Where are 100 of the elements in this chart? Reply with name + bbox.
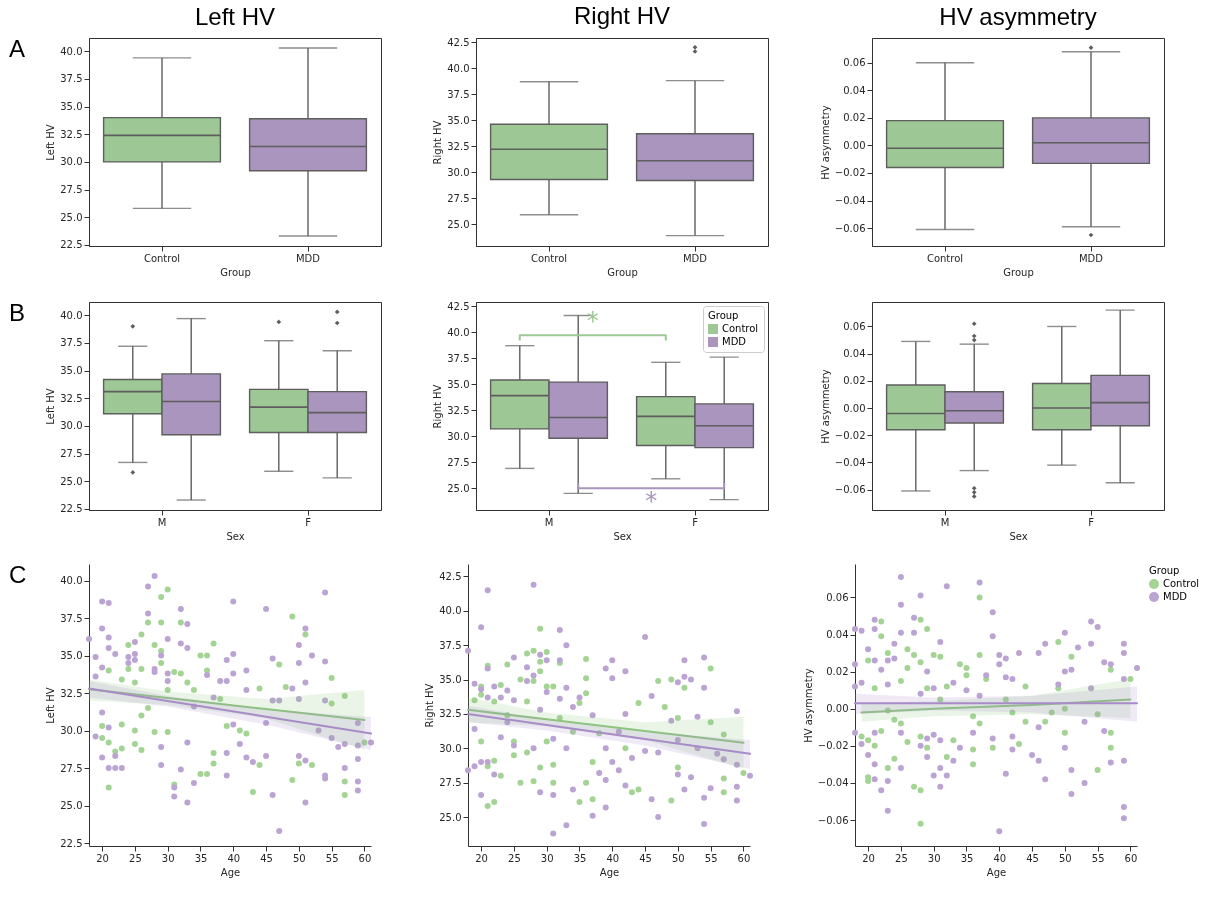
x-tick-label: MDD [1078,252,1104,264]
y-tick-label: −0.02 [817,740,849,752]
x-tick-label: M [157,516,167,528]
y-tick-label: 22.5 [60,239,83,251]
y-tick-label: 32.5 [60,392,83,404]
y-tick-label: 27.5 [60,184,83,196]
y-tick-label: 32.5 [60,687,83,699]
y-tick-label: 30.0 [447,430,470,442]
y-tick-label: 40.0 [60,575,83,586]
y-axis-title: HV asymmetry [819,105,831,180]
y-tick-label: −0.04 [834,195,866,207]
x-tick-label: Control [926,252,964,264]
y-tick-label: −0.04 [817,777,849,789]
y-tick-label: 35.0 [60,650,83,661]
x-tick-label: Control [143,252,181,264]
y-tick-label: 35.0 [447,378,470,390]
y-tick-label: 30.0 [439,742,462,754]
chart-title: HV asymmetry [939,3,1097,30]
y-tick-label: 40.0 [60,309,83,321]
x-tick-label: 25 [895,852,908,864]
y-axis-title: Left HV [45,687,57,724]
y-tick-label: 30.0 [60,156,83,168]
text: A [9,35,26,62]
y-tick-label: 37.5 [439,639,462,651]
y-tick-label: 0.06 [826,591,849,603]
x-tick-label: MDD [682,252,708,264]
y-axis-title: HV asymmetry [802,668,814,743]
y-tick-label: 0.02 [843,375,866,387]
y-tick-label: 37.5 [447,88,470,100]
line-series [467,712,751,755]
x-tick-label: 20 [475,852,488,864]
y-tick-label: 42.5 [439,570,462,582]
x-tick-label: 50 [1058,852,1072,864]
y-tick-label: 42.5 [447,300,470,312]
y-tick-label: 37.5 [447,352,470,364]
y-axis-title: Right HV [432,120,444,165]
x-tick-label: 60 [737,852,751,864]
x-tick-label: 40 [227,852,241,864]
x-tick-label: 35 [573,852,587,864]
x-axis-title: Group [220,266,251,278]
y-tick-label: 35.0 [439,674,462,686]
y-tick-label: 37.5 [60,612,83,624]
y-tick-label: 35.0 [60,101,83,113]
y-axis-title: HV asymmetry [819,369,831,444]
y-axis-title: Right HV [432,384,444,429]
y-tick-label: 40.0 [60,45,83,57]
line-series [860,698,1132,714]
y-tick-label: 0.00 [843,139,866,151]
y-tick-label: 40.0 [439,605,462,617]
y-tick-label: 25.0 [60,800,83,811]
x-tick-label: M [544,516,554,528]
y-tick-label: 42.5 [447,36,470,48]
y-tick-label: 27.5 [60,448,83,460]
y-tick-label: 0.00 [843,402,866,414]
x-tick-label: 30 [927,852,941,864]
y-tick-label: 35.0 [447,114,470,126]
x-axis-title: Group [1003,266,1034,278]
y-tick-label: −0.04 [834,456,866,468]
text: B [9,299,26,326]
y-tick-label: 40.0 [447,326,470,338]
y-tick-label: 0.00 [826,703,849,715]
x-axis-title: Sex [1009,530,1028,542]
y-tick-label: −0.06 [834,484,866,496]
y-tick-label: −0.02 [834,429,866,441]
y-tick-label: 27.5 [60,762,83,774]
x-tick-label: Control [530,252,568,264]
y-tick-label: 0.06 [843,320,866,332]
y-axis-title: Left HV [45,388,57,425]
y-tick-label: 35.0 [60,365,83,377]
y-tick-label: 22.5 [60,837,83,849]
x-tick-label: 25 [508,852,521,864]
y-tick-label: 27.5 [447,456,470,468]
chart-title: Right HV [573,2,671,30]
x-tick-label: 60 [1124,852,1138,864]
x-tick-label: 45 [1026,852,1039,864]
legend-label: Control [1163,578,1200,589]
line-series [88,688,366,721]
y-tick-label: 0.02 [826,666,849,678]
line-series [467,708,745,744]
x-tick-label: 25 [129,852,142,864]
y-tick-label: 32.5 [447,140,470,152]
chart-title: Left HV [194,3,276,30]
x-axis-title: Group [607,266,638,278]
y-tick-label: 25.0 [447,482,470,494]
x-tick-label: 55 [704,852,718,864]
annotation: * [586,307,599,336]
x-tick-label: 35 [960,852,974,864]
x-axis-title: Age [599,866,620,878]
y-tick-label: 22.5 [60,503,83,515]
legend-label: Control [722,323,759,334]
y-tick-label: 32.5 [60,128,83,140]
y-tick-label: 25.0 [447,218,470,230]
x-tick-label: 40 [606,852,620,864]
x-tick-label: 45 [639,852,652,864]
y-tick-label: 25.0 [439,811,462,823]
legend-title: Group [1149,565,1180,576]
x-tick-label: F [692,516,699,528]
y-tick-label: 32.5 [439,708,462,720]
annotation: * [645,487,658,516]
x-axis-title: Age [220,866,241,878]
